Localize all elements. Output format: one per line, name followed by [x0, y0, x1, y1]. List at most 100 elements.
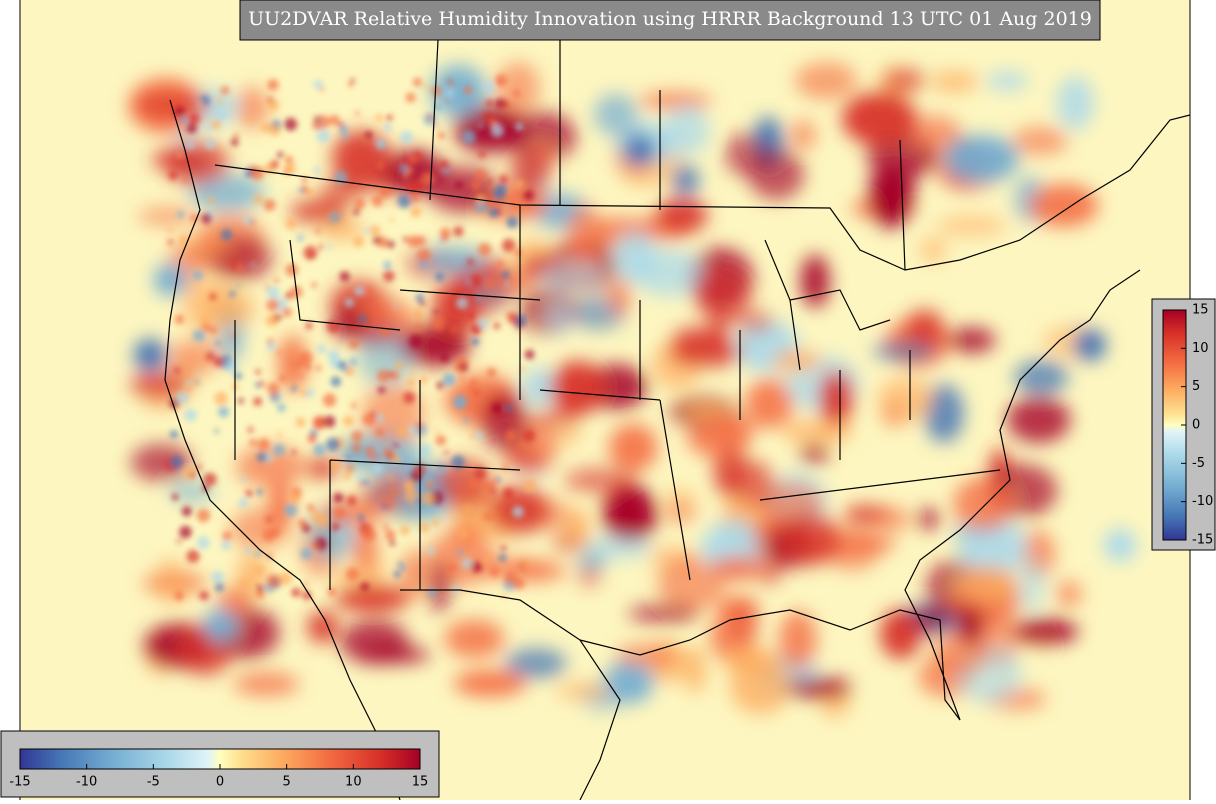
- field-speckle: [431, 85, 442, 96]
- field-speckle: [249, 220, 254, 225]
- field-speckle: [354, 198, 365, 210]
- field-speckle: [445, 88, 455, 98]
- field-speckle: [333, 492, 344, 504]
- field-speckle: [522, 429, 536, 443]
- field-speckle: [439, 227, 452, 239]
- field-speckle: [339, 271, 350, 282]
- field-speckle: [255, 382, 261, 388]
- field-speckle: [250, 262, 256, 267]
- field-speckle: [291, 587, 301, 598]
- field-blob: [130, 370, 191, 399]
- field-blob: [505, 648, 567, 679]
- field-blob: [786, 677, 852, 699]
- field-blob: [799, 444, 830, 464]
- field-speckle: [253, 397, 263, 406]
- field-speckle: [442, 373, 456, 387]
- field-speckle: [350, 402, 357, 409]
- field-speckle: [520, 366, 526, 372]
- field-speckle: [390, 371, 399, 380]
- field-speckle: [337, 360, 348, 371]
- field-blob: [1028, 183, 1099, 227]
- field-speckle: [495, 98, 505, 109]
- field-blob: [1056, 76, 1094, 131]
- field-speckle: [506, 216, 519, 229]
- field-speckle: [301, 176, 308, 183]
- field-speckle: [523, 190, 534, 201]
- field-speckle: [482, 493, 488, 500]
- field-speckle: [392, 303, 398, 308]
- field-blob: [904, 309, 945, 349]
- field-speckle: [313, 166, 321, 174]
- field-blob: [936, 215, 1007, 237]
- field-blob: [663, 105, 710, 156]
- field-speckle: [363, 412, 377, 426]
- field-speckle: [458, 529, 468, 540]
- field-speckle: [260, 122, 272, 134]
- field-speckle: [278, 374, 287, 383]
- field-blob: [230, 508, 289, 550]
- field-speckle: [236, 284, 241, 289]
- field-blob: [138, 207, 195, 225]
- field-speckle: [168, 170, 178, 180]
- field-speckle: [299, 373, 304, 378]
- field-blob: [602, 485, 658, 544]
- field-speckle: [266, 574, 280, 588]
- field-speckle: [196, 536, 210, 550]
- field-speckle: [434, 428, 439, 434]
- field-speckle: [299, 388, 308, 397]
- field-blob: [1012, 618, 1079, 645]
- field-speckle: [468, 478, 479, 489]
- field-speckle: [244, 116, 249, 122]
- field-speckle: [515, 179, 525, 189]
- field-speckle: [284, 503, 298, 517]
- field-speckle: [319, 87, 325, 92]
- field-blob: [1017, 558, 1046, 612]
- field-blob: [565, 508, 589, 546]
- field-speckle: [209, 293, 217, 301]
- field-blob: [615, 643, 677, 667]
- field-speckle: [205, 139, 216, 150]
- field-speckle: [302, 590, 312, 601]
- field-speckle: [353, 208, 360, 215]
- field-speckle: [372, 452, 381, 461]
- field-speckle: [457, 549, 464, 556]
- field-speckle: [351, 430, 363, 442]
- field-speckle: [272, 316, 278, 323]
- field-speckle: [504, 282, 510, 288]
- field-speckle: [426, 482, 433, 489]
- field-blob: [563, 467, 639, 494]
- field-speckle: [377, 369, 390, 383]
- field-blob: [957, 517, 1027, 576]
- field-speckle: [440, 353, 449, 363]
- field-speckle: [196, 464, 202, 471]
- field-speckle: [220, 540, 231, 551]
- field-blob: [567, 205, 602, 256]
- field-speckle: [305, 188, 314, 197]
- field-speckle: [456, 296, 469, 310]
- field-speckle: [417, 443, 432, 458]
- field-blob: [428, 561, 451, 613]
- field-blob: [401, 549, 428, 598]
- field-speckle: [176, 538, 182, 544]
- field-speckle: [431, 518, 440, 527]
- field-speckle: [346, 495, 357, 506]
- field-speckle: [409, 425, 418, 434]
- field-speckle: [333, 506, 346, 519]
- colorbar-tick-label: 5: [283, 775, 291, 790]
- field-speckle: [469, 274, 483, 287]
- field-speckle: [354, 285, 365, 296]
- field-speckle: [184, 408, 198, 422]
- field-speckle: [488, 207, 499, 218]
- field-speckle: [346, 455, 351, 461]
- field-speckle: [371, 195, 384, 207]
- field-speckle: [342, 415, 354, 427]
- field-speckle: [477, 318, 489, 329]
- field-speckle: [344, 297, 355, 308]
- field-blob: [154, 264, 186, 296]
- field-speckle: [314, 537, 328, 551]
- field-speckle: [477, 242, 492, 257]
- field-speckle: [464, 504, 472, 513]
- colorbar-tick-label: -5: [1192, 456, 1205, 471]
- field-speckle: [238, 497, 249, 508]
- field-speckle: [470, 378, 478, 385]
